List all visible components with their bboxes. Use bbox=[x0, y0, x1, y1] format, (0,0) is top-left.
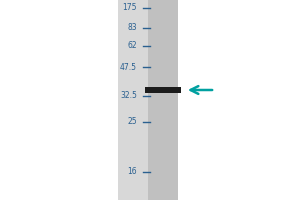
Text: 25: 25 bbox=[128, 117, 137, 127]
Bar bbox=[118, 0, 178, 200]
Text: 47.5: 47.5 bbox=[120, 62, 137, 72]
Text: 16: 16 bbox=[128, 168, 137, 176]
Text: 32.5: 32.5 bbox=[120, 92, 137, 100]
Text: 83: 83 bbox=[128, 23, 137, 32]
Text: 62: 62 bbox=[128, 42, 137, 50]
Text: 175: 175 bbox=[122, 3, 137, 12]
Bar bbox=[145, 87, 181, 93]
Bar bbox=[148, 0, 178, 200]
